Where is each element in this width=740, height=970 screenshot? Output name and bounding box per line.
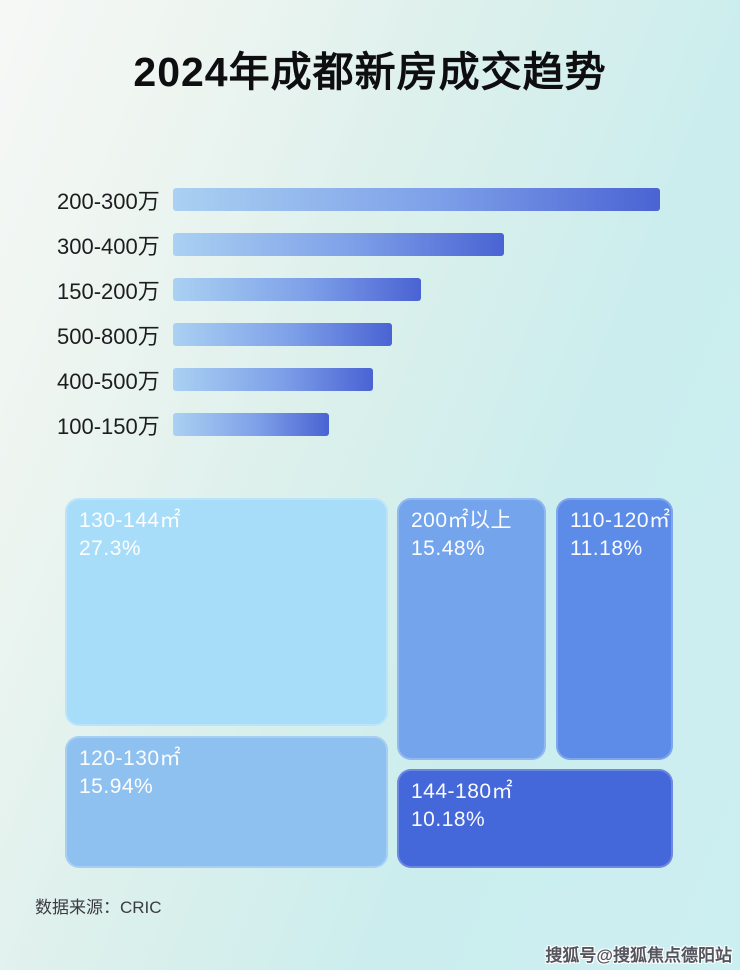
bar — [173, 368, 373, 391]
tile-label: 200㎡以上 — [411, 509, 513, 532]
bar-label: 500-800万 — [57, 323, 160, 349]
treemap-tile: 200㎡以上 15.48% — [397, 498, 546, 760]
bar-row: 300-400万 — [57, 233, 677, 259]
treemap-tile: 120-130㎡ 15.94% — [65, 736, 388, 868]
tile-value: 10.18% — [411, 807, 486, 831]
treemap-tile: 130-144㎡ 27.3% — [65, 498, 388, 726]
tile-value: 11.18% — [570, 536, 643, 560]
page-title: 2024年成都新房成交趋势 — [133, 49, 607, 95]
bar — [173, 278, 421, 301]
price-bar-chart: 200-300万 300-400万 150-200万 500-800万 400-500万… — [57, 188, 677, 458]
tile-value: 15.48% — [411, 536, 486, 560]
bar-row: 100-150万 — [57, 413, 677, 439]
treemap-tile: 110-120㎡ 11.18% — [556, 498, 673, 760]
bar-row: 150-200万 — [57, 278, 677, 304]
bar-label: 400-500万 — [57, 368, 160, 394]
bar-label: 200-300万 — [57, 188, 160, 214]
tile-value: 27.3% — [79, 536, 142, 560]
tile-label: 110-120㎡ — [570, 509, 671, 532]
area-treemap: 130-144㎡ 27.3% 120-130㎡ 15.94% 200㎡以上 15.48% 1… — [65, 498, 673, 868]
tile-label: 120-130㎡ — [79, 747, 182, 770]
bar-row: 200-300万 — [57, 188, 677, 214]
tile-label: 144-180㎡ — [411, 780, 514, 803]
bar-label: 150-200万 — [57, 278, 160, 304]
data-source: 数据来源：CRIC — [35, 898, 162, 917]
bar — [173, 188, 660, 211]
watermark: 搜狐号@搜狐焦点德阳站 — [545, 946, 732, 965]
treemap-tile: 144-180㎡ 10.18% — [397, 769, 673, 868]
tile-label: 130-144㎡ — [79, 509, 182, 532]
bar — [173, 323, 392, 346]
bar-row: 400-500万 — [57, 368, 677, 394]
bar-row: 500-800万 — [57, 323, 677, 349]
tile-value: 15.94% — [79, 774, 154, 798]
bar-label: 100-150万 — [57, 413, 160, 439]
bar — [173, 233, 504, 256]
bar — [173, 413, 329, 436]
bar-label: 300-400万 — [57, 233, 160, 259]
